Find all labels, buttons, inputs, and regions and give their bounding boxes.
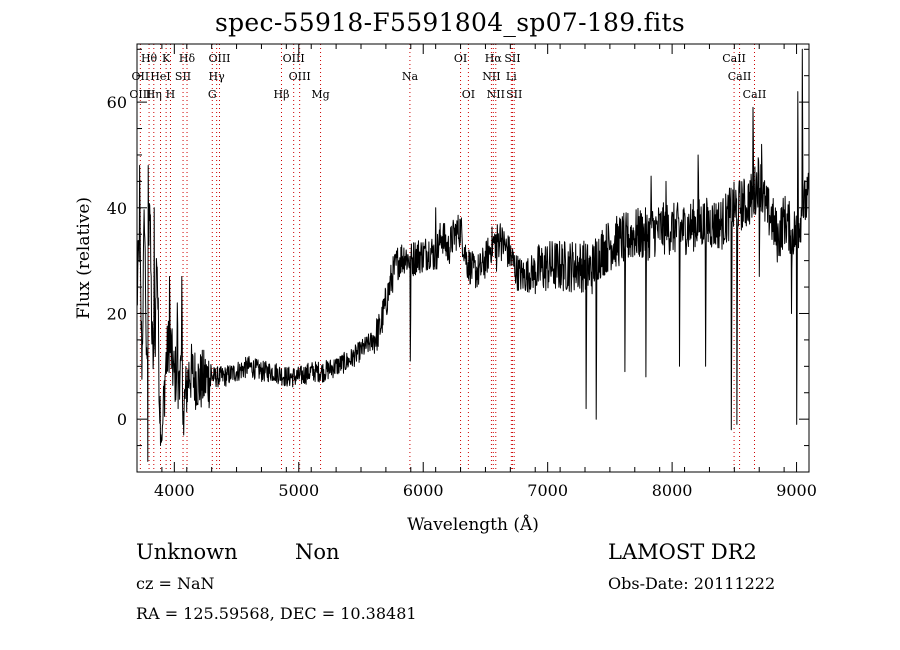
spectral-line-label: K	[162, 52, 171, 65]
redshift-cz: cz = NaN	[136, 574, 215, 593]
plot-frame	[136, 43, 810, 473]
spectral-line-label: CaII	[728, 70, 752, 83]
spectral-line-label: OI	[454, 52, 467, 65]
spectral-line-label: SII	[175, 70, 191, 83]
spectral-line-label: G	[208, 88, 217, 101]
y-tick-label: 60	[107, 93, 127, 112]
chart-title: spec-55918-F5591804_sp07-189.fits	[214, 8, 686, 37]
spectral-line-label: NII	[482, 70, 500, 83]
y-axis-label: Flux (relative)	[74, 197, 94, 319]
x-axis-label: Wavelength (Å)	[407, 514, 539, 535]
spectral-line-markers	[139, 44, 755, 472]
spectral-line-label: Hθ	[141, 52, 158, 65]
spectral-line-label: OIII	[129, 88, 151, 101]
spectral-line-label: OIII	[283, 52, 305, 65]
spectral-line-label: Hβ	[274, 88, 290, 101]
spectral-line-label: SII	[504, 52, 520, 65]
spectral-line-label: OIII	[208, 52, 230, 65]
y-tick-label: 40	[107, 199, 127, 218]
spectral-line-label: CaII	[722, 52, 746, 65]
spectral-line-label: Mg	[311, 88, 329, 101]
spectral-line-label: OI	[462, 88, 475, 101]
y-tick-label: 0	[117, 410, 127, 429]
spectral-line-label: Hγ	[209, 70, 226, 83]
spectral-line-label: Li	[506, 70, 517, 83]
spectral-line-label: Hδ	[179, 52, 196, 65]
object-subclass: Non	[295, 540, 340, 564]
spectral-line-label: Hα	[485, 52, 503, 65]
spectral-line-label: OIII	[289, 70, 311, 83]
spectral-line-label: CaII	[743, 88, 767, 101]
spectral-line-label: OII	[132, 70, 150, 83]
axes: 4000 5000 6000 7000 8000 9000 0 20 40 60	[107, 44, 817, 500]
object-class: Unknown	[136, 540, 238, 564]
x-tick-label: 5000	[278, 481, 319, 500]
x-tick-label: 7000	[527, 481, 568, 500]
spectral-line-label: Hη	[146, 88, 162, 101]
x-tick-label: 8000	[652, 481, 693, 500]
spectral-line-label: SII	[506, 88, 522, 101]
x-tick-label: 9000	[776, 481, 817, 500]
spectral-line-label: NII	[487, 88, 505, 101]
survey-name: LAMOST DR2	[608, 540, 757, 564]
flux-line	[136, 48, 810, 462]
observation-date: Obs-Date: 20111222	[608, 574, 776, 593]
spectral-line-label: Na	[402, 70, 419, 83]
spectral-line-label: H	[166, 88, 176, 101]
x-tick-label: 4000	[154, 481, 195, 500]
y-tick-label: 20	[107, 304, 127, 323]
x-tick-label: 6000	[403, 481, 444, 500]
ra-dec-coordinates: RA = 125.59568, DEC = 10.38481	[136, 604, 417, 623]
spectral-line-label: HeI	[150, 70, 170, 83]
